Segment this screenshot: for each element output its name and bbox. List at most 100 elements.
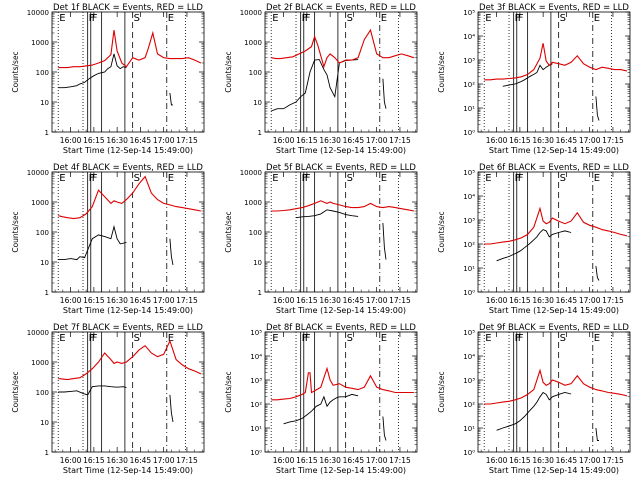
lld-series-line: [484, 206, 628, 245]
events-series-line: [382, 416, 387, 441]
y-tick-label: 10¹: [250, 425, 262, 433]
y-axis-label: Counts/sec: [11, 211, 20, 252]
y-tick-label: 10⁰: [250, 449, 262, 457]
y-tick-label: 10000: [27, 169, 49, 177]
panel-det-3: Det 3f BLACK = Events, RED = LLD 10⁰ 10¹ 10…: [437, 3, 631, 155]
panel-det-4: Det 4f BLACK = Events, RED = LLD 1 10 100 10…: [11, 163, 205, 315]
plot-frame: [51, 11, 205, 133]
y-tick-label: 10⁵: [463, 329, 475, 337]
x-tick-label: 16:45: [343, 456, 365, 465]
x-axis-label: Start Time (12-Sep-14 15:49:00): [63, 306, 193, 315]
event-marker-letter: F: [89, 333, 95, 344]
y-tick-label: 10000: [27, 9, 49, 17]
event-marker-letter: E: [59, 13, 65, 24]
x-tick-label: 17:15: [602, 296, 624, 305]
x-tick-label: 17:00: [579, 136, 601, 145]
y-tick-label: 10⁰: [463, 129, 475, 137]
event-marker-letter: E: [272, 13, 278, 24]
panel-title: Det 4f BLACK = Events, RED = LLD: [53, 163, 203, 173]
event-marker-letter: F: [515, 333, 521, 344]
panel-det-1: Det 1f BLACK = Events, RED = LLD 1 10 100 10…: [11, 3, 205, 155]
event-marker-letter: S: [560, 173, 566, 184]
event-marker-letter: E: [485, 333, 491, 344]
events-series-line: [58, 224, 127, 261]
x-axis-label: Start Time (12-Sep-14 15:49:00): [489, 466, 619, 475]
events-series-line: [496, 229, 572, 262]
event-marker-letter: S: [560, 13, 566, 24]
y-tick-label: 10: [253, 99, 262, 107]
lld-series-line: [58, 339, 202, 381]
event-marker-letter: E: [485, 13, 491, 24]
event-marker-letter: F: [302, 13, 308, 24]
x-tick-label: 16:00: [273, 136, 295, 145]
event-marker-letter: S: [134, 333, 140, 344]
x-tick-label: 16:15: [296, 456, 318, 465]
panel-det-7: Det 7f BLACK = Events, RED = LLD 1 10 100 10…: [11, 323, 205, 475]
y-tick-label: 10⁴: [250, 353, 262, 361]
y-tick-label: 1: [45, 449, 49, 457]
y-tick-label: 1000: [31, 199, 49, 207]
x-tick-label: 16:00: [273, 456, 295, 465]
y-tick-label: 10²: [463, 81, 475, 89]
lld-series-line: [58, 175, 202, 220]
event-marker-letter: E: [272, 173, 278, 184]
plot-frame: [264, 171, 418, 293]
y-tick-label: 10000: [240, 9, 262, 17]
lld-series-line: [484, 43, 628, 81]
x-tick-label: 16:30: [319, 296, 341, 305]
lld-series-line: [484, 368, 628, 405]
y-tick-label: 100: [249, 229, 262, 237]
x-tick-label: 16:45: [130, 296, 152, 305]
y-tick-label: 10³: [463, 217, 475, 225]
y-axis-label: Counts/sec: [437, 211, 446, 252]
events-series-line: [382, 222, 387, 260]
x-tick-label: 16:00: [486, 136, 508, 145]
events-series-line: [169, 238, 174, 265]
x-tick-label: 17:00: [366, 456, 388, 465]
x-tick-label: 16:30: [106, 296, 128, 305]
x-axis-label: Start Time (12-Sep-14 15:49:00): [276, 466, 406, 475]
x-tick-label: 17:00: [366, 136, 388, 145]
x-tick-label: 16:15: [83, 136, 105, 145]
panel-det-6: Det 6f BLACK = Events, RED = LLD 10⁰ 10¹ 10…: [437, 163, 631, 315]
y-tick-label: 1000: [244, 39, 262, 47]
y-tick-label: 100: [36, 389, 49, 397]
panel-det-9: Det 9f BLACK = Events, RED = LLD 10⁰ 10¹ 10…: [437, 323, 631, 475]
plot-frame: [264, 331, 418, 453]
event-marker-letter: F: [518, 333, 524, 344]
event-marker-letter: F: [92, 13, 98, 24]
plot-frame: [477, 11, 631, 133]
events-series-line: [58, 385, 127, 396]
y-axis-label: Counts/sec: [224, 51, 233, 92]
x-tick-label: 16:00: [486, 296, 508, 305]
event-marker-letter: S: [347, 333, 353, 344]
x-tick-label: 16:15: [83, 456, 105, 465]
event-marker-letter: E: [485, 173, 491, 184]
x-tick-label: 16:45: [556, 456, 578, 465]
x-tick-label: 17:15: [176, 456, 198, 465]
plot-frame: [264, 11, 418, 133]
events-series-line: [595, 96, 600, 121]
y-tick-label: 10²: [463, 401, 475, 409]
x-tick-label: 16:15: [83, 296, 105, 305]
x-tick-label: 17:15: [602, 456, 624, 465]
events-series-line: [295, 209, 359, 219]
events-series-line: [496, 391, 572, 431]
panel-det-2: Det 2f BLACK = Events, RED = LLD 1 10 100 10…: [224, 3, 418, 155]
event-marker-letter: S: [347, 13, 353, 24]
y-tick-label: 1000: [31, 39, 49, 47]
x-tick-label: 17:15: [602, 136, 624, 145]
y-tick-label: 1: [258, 289, 262, 297]
y-tick-label: 10⁴: [463, 353, 475, 361]
y-axis-label: Counts/sec: [11, 51, 20, 92]
y-tick-label: 1000: [244, 199, 262, 207]
x-tick-label: 16:30: [319, 136, 341, 145]
x-tick-label: 16:00: [273, 296, 295, 305]
x-tick-label: 16:45: [130, 136, 152, 145]
event-marker-letter: F: [305, 13, 311, 24]
x-tick-label: 17:00: [153, 456, 175, 465]
event-marker-letter: S: [560, 333, 566, 344]
x-tick-label: 16:30: [532, 296, 554, 305]
lld-series-line: [271, 28, 415, 69]
